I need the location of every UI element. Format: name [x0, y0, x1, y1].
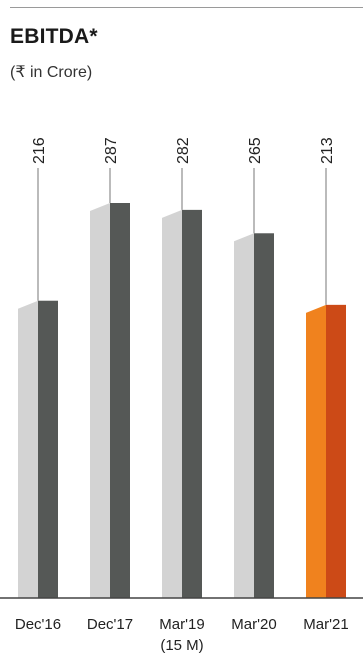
- bar-1: [110, 203, 130, 598]
- data-label-4: 213: [319, 137, 336, 164]
- bar-back-3: [234, 233, 254, 598]
- bar-back-1: [90, 203, 110, 598]
- x-tick-note-2: (15 M): [160, 637, 203, 654]
- bar-2: [182, 209, 202, 598]
- data-label-2: 282: [175, 137, 192, 164]
- bar-0: [38, 300, 58, 598]
- x-tick-label-2: Mar'19: [159, 616, 204, 633]
- chart-subtitle: (₹ in Crore): [10, 64, 93, 81]
- chart-title: EBITDA*: [10, 25, 98, 48]
- bar-back-4: [306, 304, 326, 598]
- bar-back-0: [18, 300, 38, 598]
- data-label-1: 287: [103, 137, 120, 164]
- x-tick-label-0: Dec'16: [15, 616, 61, 633]
- labels-group: 216 Dec'16 287 Dec'17 282 Mar'19 (15 M) 265 Mar'…: [15, 137, 349, 654]
- bar-4: [326, 304, 346, 598]
- top-rule: [10, 7, 363, 8]
- x-tick-label-1: Dec'17: [87, 616, 133, 633]
- data-label-0: 216: [31, 137, 48, 164]
- x-tick-label-4: Mar'21: [303, 616, 348, 633]
- bar-back-2: [162, 209, 182, 598]
- data-label-3: 265: [247, 137, 264, 164]
- x-tick-label-3: Mar'20: [231, 616, 276, 633]
- bar-3: [254, 233, 274, 598]
- bars-group: [18, 168, 346, 598]
